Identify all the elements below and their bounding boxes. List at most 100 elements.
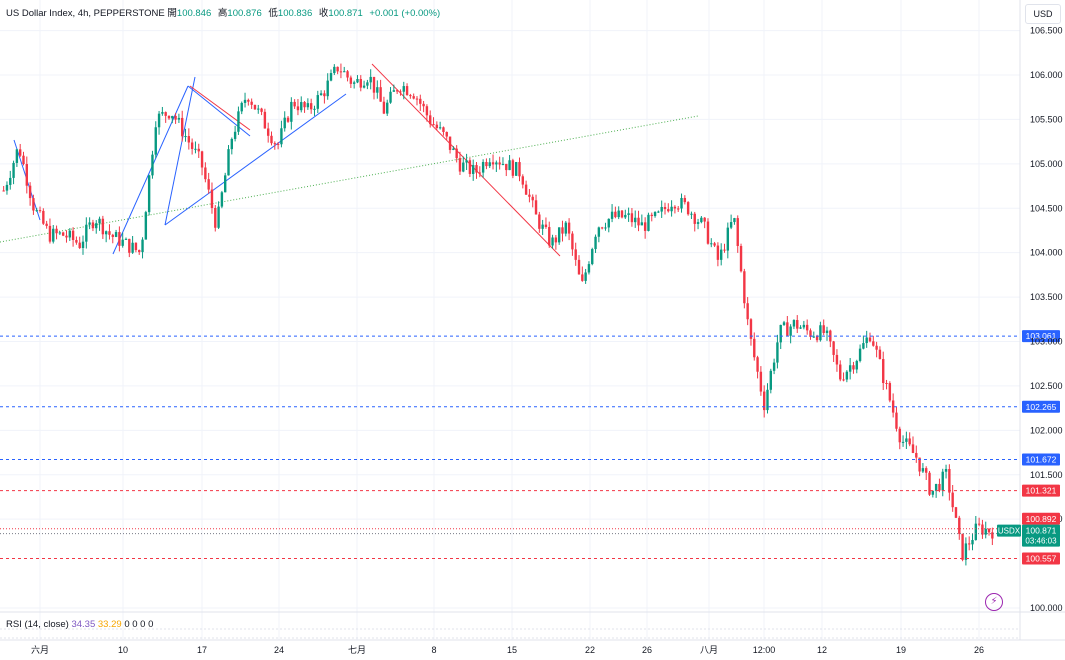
candle-body — [372, 76, 376, 93]
candle-body — [954, 507, 958, 518]
candle-body — [878, 349, 882, 360]
symbol-badge-label: USDX — [998, 527, 1021, 536]
lightning-icon[interactable]: ⚡ — [985, 593, 1003, 611]
candle-body — [171, 115, 174, 119]
candle-body — [392, 90, 396, 92]
level-badge — [1022, 453, 1060, 466]
candle-body — [984, 528, 987, 535]
candle-body — [151, 154, 154, 176]
candle-body — [227, 149, 230, 176]
candle-body — [865, 337, 868, 344]
candle-body — [640, 222, 644, 226]
candle-body — [938, 483, 941, 491]
level-badge-label: 102.265 — [1026, 402, 1057, 412]
price-tick-label: 103.500 — [1030, 292, 1063, 302]
candle-body — [85, 224, 88, 242]
candle-body — [660, 206, 663, 212]
candle-body — [875, 345, 878, 350]
candle-body — [610, 211, 614, 219]
candle-body — [762, 391, 766, 411]
candlesticks — [2, 63, 994, 566]
candle-body — [319, 93, 323, 96]
countdown-label: 03:46:03 — [1025, 537, 1057, 546]
candle-body — [95, 223, 98, 229]
candle-body — [382, 101, 386, 114]
candle-body — [438, 127, 442, 129]
candle-body — [131, 242, 134, 253]
candle-body — [230, 138, 234, 150]
candle-body — [386, 102, 389, 114]
trend-line-blue — [112, 85, 189, 255]
candle-body — [412, 96, 415, 99]
trend-line-green — [0, 115, 699, 243]
candle-body — [653, 211, 657, 217]
candle-body — [746, 303, 749, 320]
candle-body — [819, 325, 822, 341]
candle-body — [680, 197, 683, 209]
candle-body — [313, 108, 316, 110]
candle-body — [362, 85, 366, 88]
candle-body — [12, 162, 15, 178]
open-label: 開 — [167, 8, 177, 19]
candle-body — [243, 99, 247, 103]
candle-body — [812, 336, 815, 338]
candle-body — [28, 185, 32, 199]
price-tick-label: 102.000 — [1030, 425, 1063, 435]
candle-body — [88, 222, 91, 225]
candle-body — [782, 322, 786, 325]
candle-body — [369, 76, 372, 83]
trend-line-blue — [164, 93, 347, 226]
time-tick-label: 22 — [585, 645, 595, 655]
rsi-label[interactable]: RSI (14, close) — [6, 619, 69, 630]
time-tick-label: 8 — [431, 645, 436, 655]
candle-body — [472, 165, 475, 174]
candle-body — [637, 217, 640, 226]
candle-body — [650, 214, 653, 217]
candle-body — [835, 354, 839, 365]
candle-body — [796, 320, 799, 329]
candle-body — [862, 343, 865, 349]
candle-body — [548, 227, 551, 246]
candle-body — [465, 160, 468, 163]
candle-body — [366, 82, 369, 86]
candle-body — [597, 227, 601, 237]
candle-body — [240, 102, 243, 112]
candle-body — [905, 438, 908, 442]
currency-button[interactable]: USD — [1025, 4, 1061, 24]
candle-body — [343, 71, 346, 73]
price-tick-label: 101.500 — [1030, 470, 1063, 480]
candle-body — [38, 210, 42, 212]
candle-body — [885, 383, 888, 385]
candle-body — [124, 238, 128, 240]
candle-body — [726, 227, 730, 251]
candle-body — [961, 533, 964, 560]
candle-body — [521, 176, 524, 185]
candle-body — [462, 162, 465, 172]
candle-body — [68, 230, 71, 238]
candle-body — [554, 237, 558, 243]
candle-body — [987, 528, 991, 533]
candle-body — [442, 127, 445, 132]
candle-body — [247, 99, 250, 102]
vertical-grid — [39, 0, 980, 640]
symbol-title[interactable]: US Dollar Index, 4h, PEPPERSTONE — [6, 8, 165, 19]
candle-body — [134, 242, 138, 251]
candle-body — [508, 160, 511, 171]
candle-body — [591, 249, 594, 265]
candle-body — [217, 206, 220, 228]
candle-body — [716, 245, 720, 260]
close-label: 收 — [318, 8, 329, 19]
candle-body — [214, 207, 217, 228]
candle-body — [283, 117, 286, 129]
candle-body — [429, 115, 432, 125]
candle-body — [359, 78, 362, 88]
candle-body — [399, 91, 402, 93]
candle-body — [316, 95, 319, 109]
candle-body — [802, 324, 806, 328]
candle-body — [257, 108, 260, 110]
candle-body — [720, 249, 723, 260]
candle-body — [822, 325, 825, 334]
candle-body — [713, 243, 716, 246]
candle-body — [352, 82, 356, 84]
